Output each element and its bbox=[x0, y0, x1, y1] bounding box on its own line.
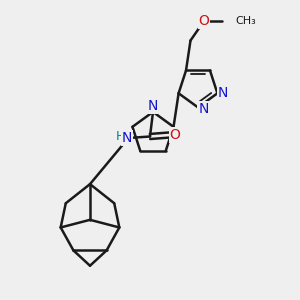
Text: N: N bbox=[148, 99, 158, 113]
Text: H: H bbox=[115, 130, 125, 143]
Text: CH₃: CH₃ bbox=[236, 16, 256, 26]
Text: O: O bbox=[169, 128, 180, 142]
Text: N: N bbox=[122, 131, 132, 145]
Text: N: N bbox=[198, 102, 208, 116]
Text: N: N bbox=[218, 86, 228, 100]
Text: O: O bbox=[199, 14, 209, 28]
